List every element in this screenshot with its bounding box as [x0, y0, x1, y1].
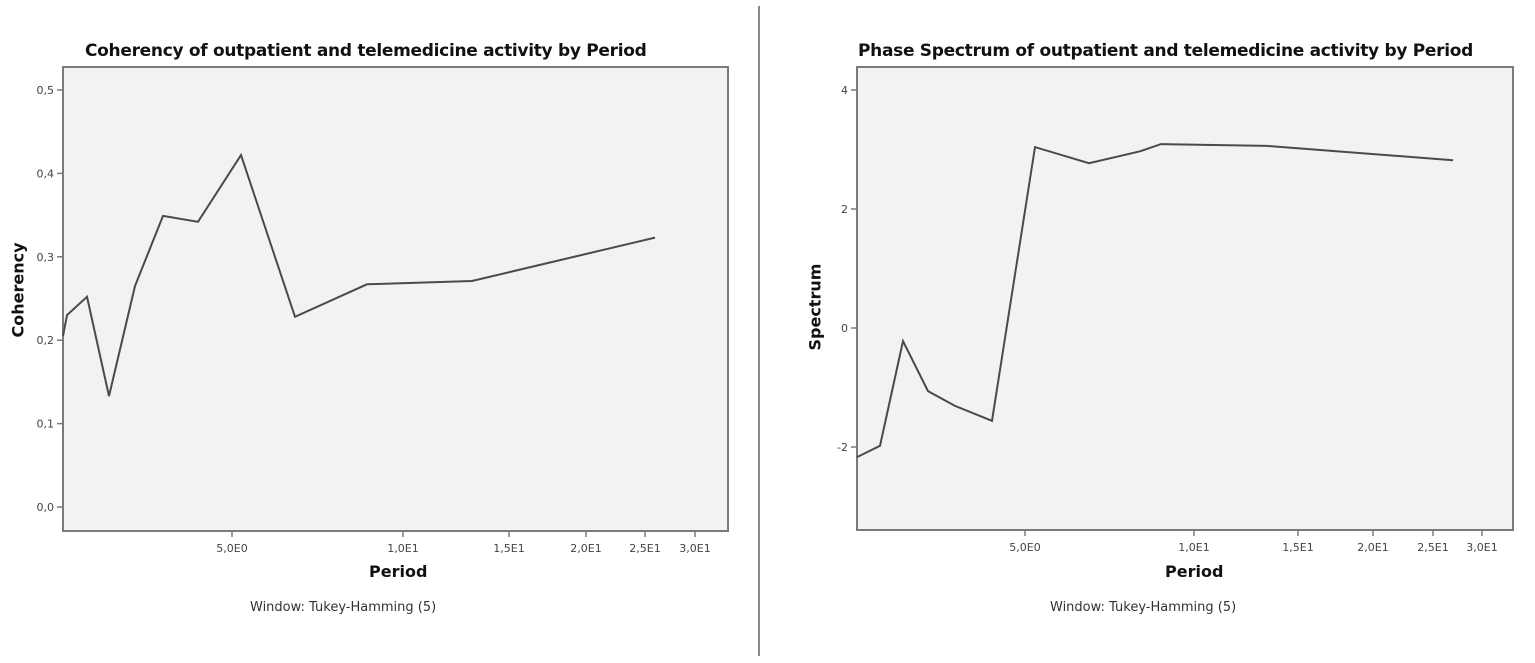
y-tick-label: 0: [841, 322, 848, 335]
chart-title: Phase Spectrum of outpatient and telemed…: [858, 41, 1473, 61]
chart-title: Coherency of outpatient and telemedicine…: [85, 41, 647, 61]
x-axis-label: Period: [369, 562, 428, 581]
y-tick-label: 0,2: [37, 334, 55, 347]
y-tick-label: -2: [837, 441, 848, 454]
x-tick-label: 2,5E1: [1417, 541, 1448, 554]
y-tick-label: 0,1: [37, 418, 55, 431]
x-tick-label: 2,0E1: [570, 542, 601, 555]
x-tick-label: 5,0E0: [1009, 541, 1040, 554]
x-tick-label: 5,0E0: [216, 542, 247, 555]
x-tick-label: 3,0E1: [1466, 541, 1497, 554]
x-tick-label: 1,5E1: [493, 542, 524, 555]
data-line: [856, 143, 1454, 458]
x-axis-label: Period: [1165, 562, 1224, 581]
phase-spectrum-panel: Phase Spectrum of outpatient and telemed…: [760, 0, 1535, 663]
y-tick-label: 0,3: [37, 251, 55, 264]
panel-divider: [758, 6, 760, 656]
coherency-panel: Coherency of outpatient and telemedicine…: [0, 0, 758, 663]
x-tick-label: 1,5E1: [1282, 541, 1313, 554]
window-note: Window: Tukey-Hamming (5): [250, 600, 437, 615]
phase-spectrum-chart: -2 0 2 4 5,0E0 1,0E1 1,5E1 2,0E1 2,5E1 3,0E1: [837, 66, 1514, 554]
x-tick-label: 1,0E1: [1178, 541, 1209, 554]
y-tick-label: 4: [841, 84, 848, 97]
plot-area: [62, 66, 729, 532]
x-tick-label: 2,0E1: [1357, 541, 1388, 554]
window-note: Window: Tukey-Hamming (5): [1050, 600, 1237, 615]
x-tick-label: 2,5E1: [629, 542, 660, 555]
coherency-chart: 0,0 0,1 0,2 0,3 0,4 0,5 5,0E0 1,0E1 1,5E1 2,0E1 2,…: [37, 66, 729, 555]
plot-area: [856, 66, 1514, 531]
y-tick-label: 0,0: [37, 501, 55, 514]
y-tick-label: 0,4: [37, 167, 55, 180]
y-tick-label: 0,5: [37, 84, 55, 97]
data-line: [62, 152, 656, 397]
y-tick-label: 2: [841, 203, 848, 216]
x-tick-label: 1,0E1: [387, 542, 418, 555]
x-tick-label: 3,0E1: [679, 542, 710, 555]
